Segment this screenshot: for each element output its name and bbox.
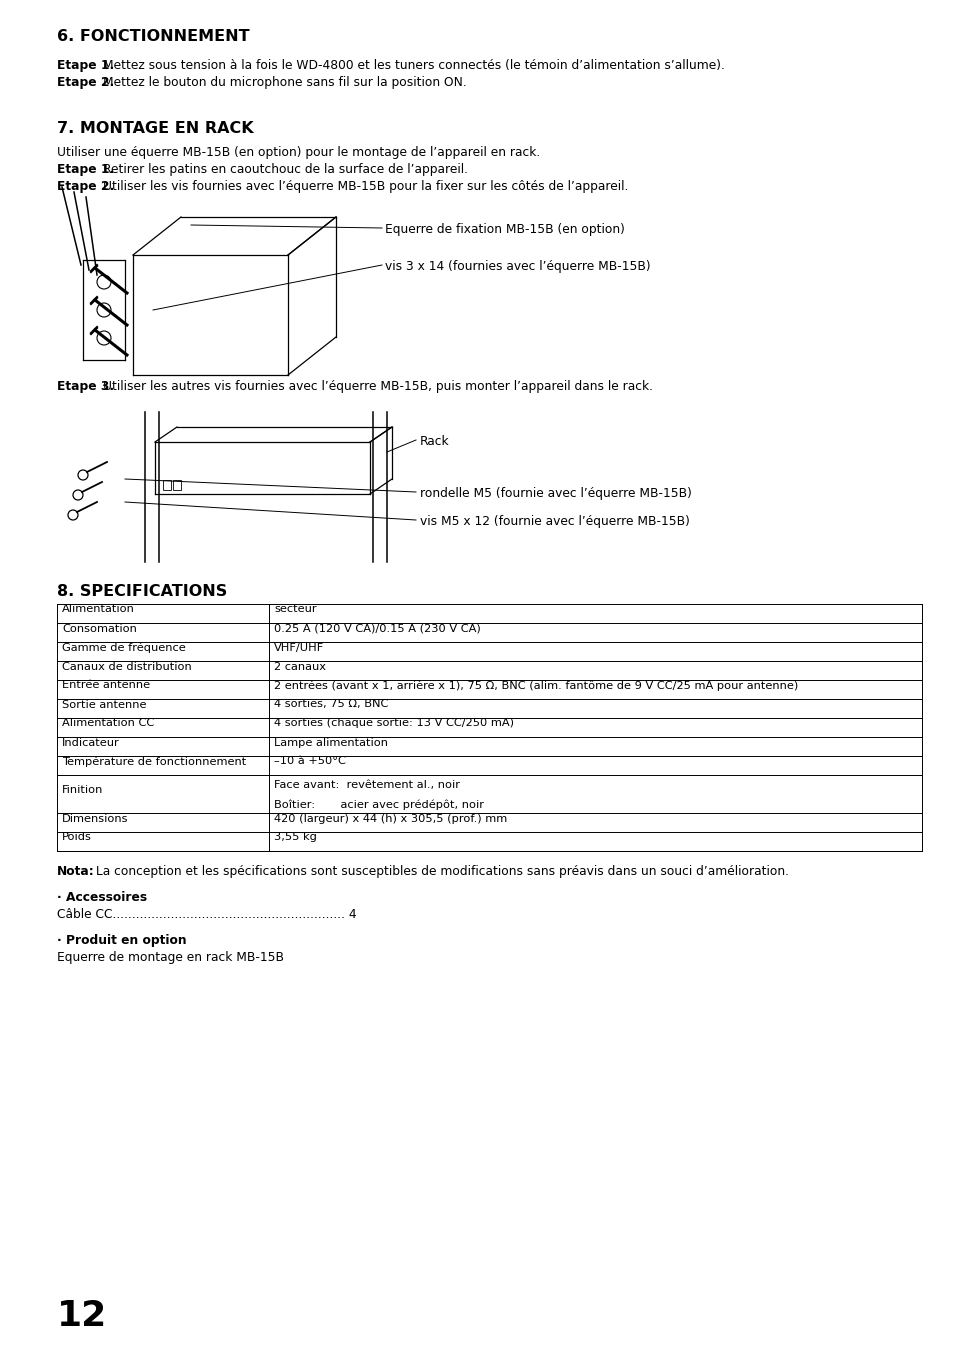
Text: Finition: Finition bbox=[62, 785, 103, 795]
Text: La conception et les spécifications sont susceptibles de modifications sans préa: La conception et les spécifications sont… bbox=[91, 865, 788, 878]
Bar bbox=[163, 480, 171, 490]
Text: Dimensions: Dimensions bbox=[62, 813, 129, 823]
Text: Utiliser les autres vis fournies avec l’équerre MB-15B, puis monter l’appareil d: Utiliser les autres vis fournies avec l’… bbox=[103, 380, 652, 393]
Text: vis 3 x 14 (fournies avec l’équerre MB-15B): vis 3 x 14 (fournies avec l’équerre MB-1… bbox=[385, 260, 650, 272]
Text: Câble CC............................................................ 4: Câble CC................................… bbox=[57, 908, 356, 921]
Text: VHF/UHF: VHF/UHF bbox=[274, 642, 324, 653]
Text: Sortie antenne: Sortie antenne bbox=[62, 700, 147, 710]
Text: Nota:: Nota: bbox=[57, 865, 94, 878]
Text: Etape 1.: Etape 1. bbox=[57, 59, 114, 71]
Text: Equerre de fixation MB-15B (en option): Equerre de fixation MB-15B (en option) bbox=[385, 223, 624, 236]
Text: Utiliser les vis fournies avec l’équerre MB-15B pour la fixer sur les côtés de l: Utiliser les vis fournies avec l’équerre… bbox=[103, 179, 628, 193]
Text: 6. FONCTIONNEMENT: 6. FONCTIONNEMENT bbox=[57, 28, 250, 45]
Text: Gamme de fréquence: Gamme de fréquence bbox=[62, 642, 186, 653]
Text: Etape 2.: Etape 2. bbox=[57, 76, 114, 89]
Text: Poids: Poids bbox=[62, 832, 91, 843]
Text: · Produit en option: · Produit en option bbox=[57, 934, 187, 947]
Text: Consomation: Consomation bbox=[62, 623, 136, 634]
Text: 7. MONTAGE EN RACK: 7. MONTAGE EN RACK bbox=[57, 121, 253, 136]
Text: 12: 12 bbox=[57, 1299, 107, 1333]
Text: · Accessoires: · Accessoires bbox=[57, 890, 147, 904]
Bar bbox=[172, 480, 181, 490]
Text: Face avant:  revêtement al., noir: Face avant: revêtement al., noir bbox=[274, 780, 459, 791]
Text: 4 sorties, 75 Ω, BNC: 4 sorties, 75 Ω, BNC bbox=[274, 700, 388, 710]
Text: Etape 3.: Etape 3. bbox=[57, 380, 114, 393]
Text: Alimentation: Alimentation bbox=[62, 604, 134, 615]
Text: Equerre de montage en rack MB-15B: Equerre de montage en rack MB-15B bbox=[57, 951, 284, 965]
Text: 420 (largeur) x 44 (h) x 305,5 (prof.) mm: 420 (largeur) x 44 (h) x 305,5 (prof.) m… bbox=[274, 813, 507, 823]
Text: –10 à +50°C: –10 à +50°C bbox=[274, 757, 346, 766]
Text: Etape 2.: Etape 2. bbox=[57, 179, 114, 193]
Text: 0.25 A (120 V CA)/0.15 A (230 V CA): 0.25 A (120 V CA)/0.15 A (230 V CA) bbox=[274, 623, 480, 634]
Text: vis M5 x 12 (fournie avec l’équerre MB-15B): vis M5 x 12 (fournie avec l’équerre MB-1… bbox=[419, 515, 689, 527]
Text: Etape 1.: Etape 1. bbox=[57, 163, 114, 175]
Text: Rack: Rack bbox=[419, 434, 449, 448]
Text: Entrée antenne: Entrée antenne bbox=[62, 680, 150, 691]
Text: Retirer les patins en caoutchouc de la surface de l’appareil.: Retirer les patins en caoutchouc de la s… bbox=[103, 163, 468, 175]
Text: Indicateur: Indicateur bbox=[62, 738, 120, 747]
Text: Lampe alimentation: Lampe alimentation bbox=[274, 738, 388, 747]
Text: Boîtier:       acier avec prédépôt, noir: Boîtier: acier avec prédépôt, noir bbox=[274, 799, 483, 809]
Text: Mettez sous tension à la fois le WD-4800 et les tuners connectés (le témoin d’al: Mettez sous tension à la fois le WD-4800… bbox=[103, 59, 724, 71]
Text: 8. SPECIFICATIONS: 8. SPECIFICATIONS bbox=[57, 584, 227, 599]
Text: 2 entrées (avant x 1, arrière x 1), 75 Ω, BNC (alim. fantôme de 9 V CC/25 mA pou: 2 entrées (avant x 1, arrière x 1), 75 Ω… bbox=[274, 680, 798, 691]
Text: Utiliser une équerre MB-15B (en option) pour le montage de l’appareil en rack.: Utiliser une équerre MB-15B (en option) … bbox=[57, 146, 539, 159]
Text: rondelle M5 (fournie avec l’équerre MB-15B): rondelle M5 (fournie avec l’équerre MB-1… bbox=[419, 487, 691, 500]
Text: 2 canaux: 2 canaux bbox=[274, 661, 326, 672]
Text: Canaux de distribution: Canaux de distribution bbox=[62, 661, 192, 672]
Text: 4 sorties (chaque sortie: 13 V CC/250 mA): 4 sorties (chaque sortie: 13 V CC/250 mA… bbox=[274, 719, 514, 728]
Text: 3,55 kg: 3,55 kg bbox=[274, 832, 316, 843]
Text: Température de fonctionnement: Température de fonctionnement bbox=[62, 757, 246, 766]
Text: Mettez le bouton du microphone sans fil sur la position ON.: Mettez le bouton du microphone sans fil … bbox=[103, 76, 466, 89]
Text: Alimentation CC: Alimentation CC bbox=[62, 719, 154, 728]
Text: secteur: secteur bbox=[274, 604, 316, 615]
